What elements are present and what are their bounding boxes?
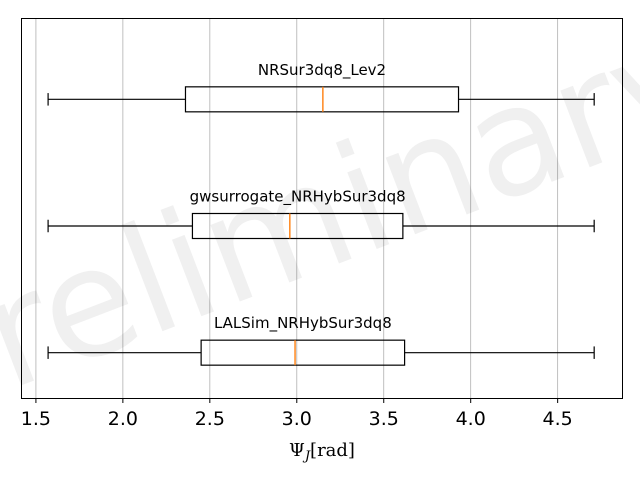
x-tick-label: 2.0 [108, 408, 138, 430]
grid-lines [35, 18, 559, 398]
x-tick-label: 4.5 [543, 408, 573, 430]
x-axis-label: ΨJ[rad] [289, 440, 355, 464]
box-iqr [200, 339, 406, 366]
x-tick-label: 1.5 [21, 408, 51, 430]
box-iqr [191, 212, 404, 240]
x-tick-label: 2.5 [195, 408, 225, 430]
box-group: NRSur3dq8_Lev2 [47, 61, 595, 113]
x-tick-label: 4.0 [456, 408, 486, 430]
box-label: LALSim_NRHybSur3dq8 [214, 314, 392, 333]
box-group: gwsurrogate_NRHybSur3dq8 [47, 188, 595, 240]
x-axis-ticks: 1.5 2.0 2.5 3.0 3.5 4.0 4.5 [21, 398, 573, 430]
plot-frame [21, 18, 623, 399]
x-tick-label: 3.5 [369, 408, 399, 430]
x-tick-label: 3.0 [282, 408, 312, 430]
box-group: LALSim_NRHybSur3dq8 [47, 314, 595, 366]
box-iqr [184, 86, 460, 113]
box-series: NRSur3dq8_Lev2 gwsurrogate_NRHybSur3dq8 LA… [47, 61, 595, 366]
box-label: NRSur3dq8_Lev2 [258, 61, 386, 80]
box-label: gwsurrogate_NRHybSur3dq8 [190, 188, 406, 207]
